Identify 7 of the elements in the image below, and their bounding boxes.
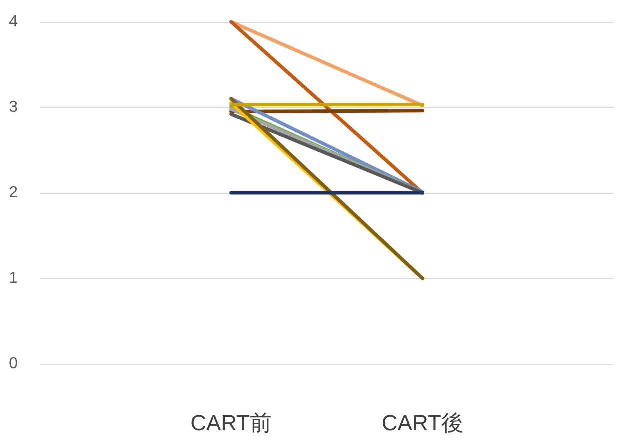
- y-tick-label: 4: [9, 14, 18, 30]
- y-tick-label: 1: [9, 270, 18, 287]
- x-tick-label: CART後: [382, 410, 464, 436]
- y-tick-label: 3: [9, 99, 18, 116]
- x-tick-label: CART前: [190, 410, 272, 436]
- y-tick-label: 0: [9, 356, 18, 372]
- y-tick-label: 2: [9, 184, 18, 202]
